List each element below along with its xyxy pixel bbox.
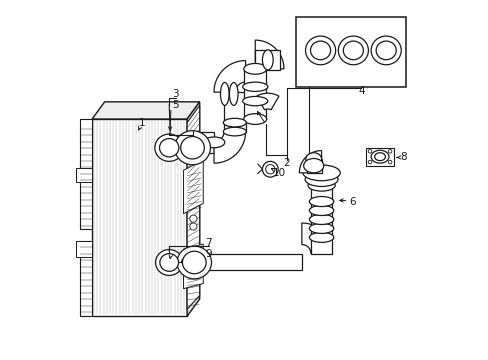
Text: 6: 6 bbox=[348, 197, 355, 207]
Polygon shape bbox=[310, 185, 332, 253]
Circle shape bbox=[189, 223, 197, 230]
Polygon shape bbox=[255, 40, 284, 69]
Circle shape bbox=[189, 215, 197, 222]
Text: 1: 1 bbox=[139, 118, 145, 128]
Polygon shape bbox=[256, 93, 278, 110]
Polygon shape bbox=[80, 162, 92, 182]
Circle shape bbox=[367, 149, 371, 153]
Ellipse shape bbox=[229, 82, 238, 105]
Polygon shape bbox=[214, 60, 245, 92]
Polygon shape bbox=[255, 50, 280, 69]
Polygon shape bbox=[80, 119, 92, 229]
Ellipse shape bbox=[203, 137, 224, 148]
Text: 9: 9 bbox=[205, 249, 211, 259]
Polygon shape bbox=[187, 105, 199, 309]
Ellipse shape bbox=[155, 134, 183, 161]
Ellipse shape bbox=[159, 139, 179, 157]
Polygon shape bbox=[301, 223, 332, 253]
Polygon shape bbox=[192, 253, 301, 270]
Circle shape bbox=[262, 161, 278, 177]
Polygon shape bbox=[366, 148, 393, 166]
Polygon shape bbox=[76, 241, 92, 257]
Ellipse shape bbox=[182, 257, 203, 266]
Ellipse shape bbox=[180, 136, 204, 159]
Ellipse shape bbox=[155, 249, 183, 275]
Circle shape bbox=[367, 160, 371, 164]
Ellipse shape bbox=[223, 118, 246, 127]
Ellipse shape bbox=[182, 251, 206, 274]
Polygon shape bbox=[299, 150, 321, 173]
Text: 7: 7 bbox=[205, 238, 211, 248]
Ellipse shape bbox=[305, 36, 335, 65]
Ellipse shape bbox=[375, 41, 395, 60]
Ellipse shape bbox=[242, 82, 267, 91]
Ellipse shape bbox=[174, 131, 210, 165]
Ellipse shape bbox=[223, 127, 246, 136]
Ellipse shape bbox=[305, 153, 321, 166]
Polygon shape bbox=[80, 241, 92, 316]
Ellipse shape bbox=[309, 215, 333, 225]
Ellipse shape bbox=[244, 114, 266, 125]
Ellipse shape bbox=[309, 197, 333, 207]
Polygon shape bbox=[76, 168, 92, 182]
Ellipse shape bbox=[307, 180, 335, 191]
Polygon shape bbox=[92, 119, 187, 316]
Polygon shape bbox=[224, 92, 245, 132]
Polygon shape bbox=[244, 69, 265, 119]
Polygon shape bbox=[183, 160, 203, 214]
Ellipse shape bbox=[305, 172, 337, 186]
Polygon shape bbox=[192, 132, 214, 153]
Ellipse shape bbox=[177, 246, 211, 279]
Ellipse shape bbox=[242, 96, 267, 106]
Ellipse shape bbox=[262, 50, 273, 70]
Ellipse shape bbox=[370, 36, 401, 65]
Text: 5: 5 bbox=[172, 100, 179, 110]
Polygon shape bbox=[92, 102, 199, 119]
Ellipse shape bbox=[309, 206, 333, 216]
Ellipse shape bbox=[338, 36, 367, 65]
Polygon shape bbox=[187, 102, 199, 316]
Ellipse shape bbox=[374, 153, 385, 161]
Circle shape bbox=[387, 160, 391, 164]
Text: 4: 4 bbox=[357, 86, 364, 96]
Polygon shape bbox=[214, 132, 245, 163]
Ellipse shape bbox=[220, 82, 228, 105]
Text: 8: 8 bbox=[399, 152, 406, 162]
Ellipse shape bbox=[303, 165, 340, 181]
Ellipse shape bbox=[343, 41, 363, 60]
Ellipse shape bbox=[244, 63, 266, 74]
Ellipse shape bbox=[370, 150, 388, 163]
Ellipse shape bbox=[182, 137, 203, 148]
Ellipse shape bbox=[310, 41, 330, 60]
Polygon shape bbox=[183, 244, 203, 289]
Circle shape bbox=[265, 165, 274, 174]
Bar bbox=[296, 17, 405, 87]
Ellipse shape bbox=[160, 254, 178, 271]
Ellipse shape bbox=[309, 232, 333, 242]
Text: 3: 3 bbox=[172, 89, 179, 99]
Polygon shape bbox=[306, 159, 321, 173]
Ellipse shape bbox=[309, 224, 333, 233]
Circle shape bbox=[387, 149, 391, 153]
Ellipse shape bbox=[303, 158, 323, 173]
Text: 10: 10 bbox=[272, 168, 285, 178]
Text: 2: 2 bbox=[283, 158, 289, 168]
